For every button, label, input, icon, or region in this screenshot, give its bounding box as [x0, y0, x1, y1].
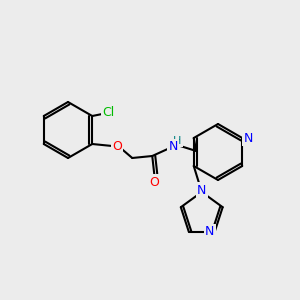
Text: N: N [197, 184, 206, 196]
Text: H: H [173, 136, 182, 146]
Text: Cl: Cl [102, 106, 114, 118]
Text: N: N [244, 131, 253, 145]
Text: O: O [149, 176, 159, 188]
Text: N: N [205, 225, 214, 238]
Text: N: N [169, 140, 178, 154]
Text: O: O [112, 140, 122, 152]
